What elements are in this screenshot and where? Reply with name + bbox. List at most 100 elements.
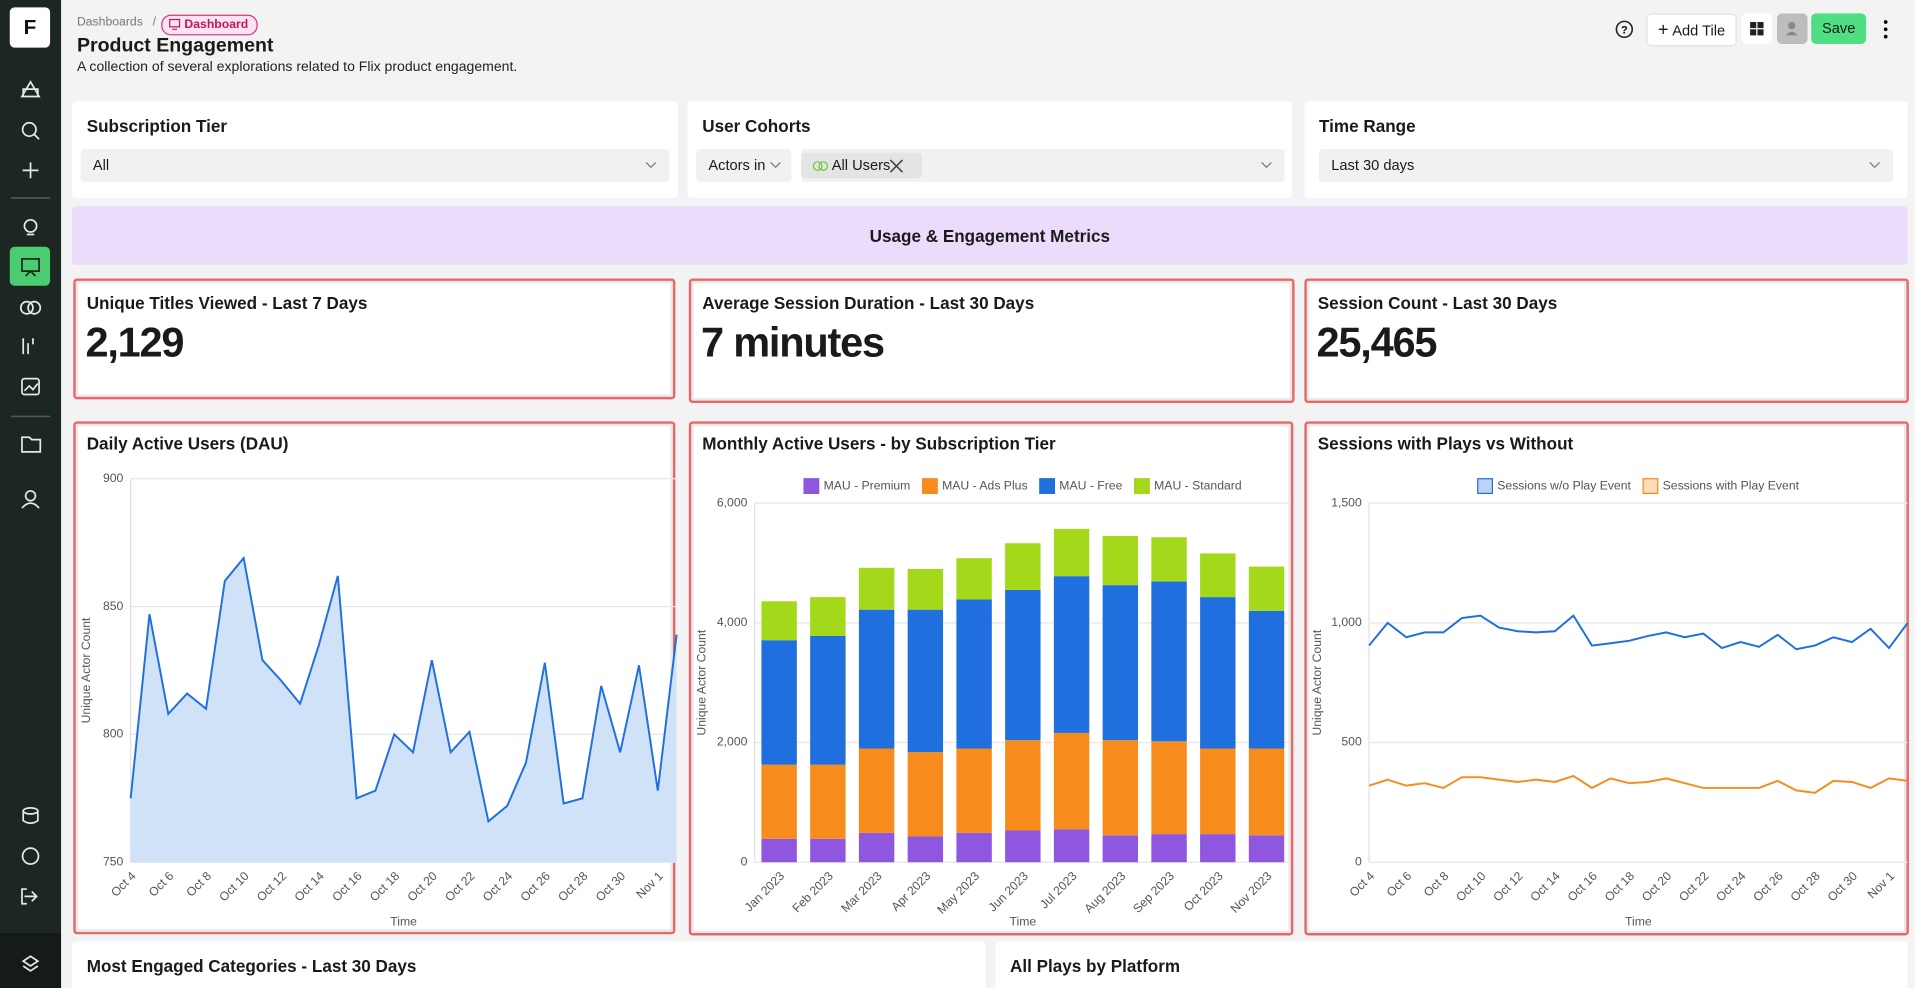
brand-icon — [21, 955, 40, 972]
kpi-title: Average Session Duration - Last 30 Days — [702, 293, 1035, 313]
kpi-value: 25,465 — [1316, 319, 1438, 367]
operator-select[interactable]: Actors in — [696, 148, 792, 182]
bar-segment — [761, 601, 797, 641]
x-tick-label: Nov 1 — [633, 869, 666, 902]
bar-segment — [1005, 830, 1041, 863]
kpi-value: 2,129 — [85, 319, 184, 367]
line — [1368, 614, 1909, 651]
y-tick-label: 1,500 — [1331, 495, 1362, 509]
y-tick-label: 2,000 — [717, 735, 748, 749]
bar-segment — [858, 567, 895, 610]
kpi-value: 7 minutes — [701, 319, 885, 367]
x-tick-label: Jun 2023 — [985, 869, 1031, 915]
sidebar-icons — [0, 80, 62, 988]
bar-segment — [1248, 566, 1285, 611]
x-tick-label: Oct 22 — [1676, 869, 1711, 904]
data-icon[interactable] — [22, 807, 39, 815]
save-label[interactable]: Save — [1821, 19, 1856, 37]
breadcrumb[interactable]: Dashboards / — [76, 15, 156, 30]
home-icon[interactable] — [20, 80, 41, 98]
layout-button[interactable] — [1741, 13, 1773, 44]
user-icon[interactable] — [24, 490, 37, 502]
cohort-icon[interactable] — [19, 300, 34, 315]
filter-label: Time Range — [1319, 116, 1416, 136]
x-tick-label: Oct 22 — [442, 869, 477, 904]
bar-segment — [956, 599, 992, 749]
tile-card: All Plays by Platform — [995, 941, 1908, 988]
chip-label[interactable]: All Users — [831, 156, 891, 174]
bar-segment — [1200, 748, 1236, 835]
y-tick-label: 900 — [103, 471, 124, 485]
save-button[interactable]: Save — [1811, 13, 1867, 44]
share-button[interactable] — [1776, 13, 1808, 44]
help-button[interactable]: ? — [1612, 17, 1636, 41]
x-tick-label: Oct 6 — [1384, 869, 1415, 900]
bar-segment — [1248, 610, 1285, 749]
x-tick-label: Oct 24 — [1713, 869, 1748, 904]
bar-segment — [1102, 740, 1139, 836]
x-tick-label: Oct 4 — [108, 869, 139, 900]
kpi-title: Session Count - Last 30 Days — [1317, 293, 1558, 313]
y-axis-label: Unique Actor Count — [694, 629, 708, 735]
filter-value[interactable]: Last 30 days — [1331, 156, 1415, 174]
bar-segment — [810, 636, 846, 765]
line — [1368, 774, 1908, 794]
logout-icon[interactable] — [21, 888, 38, 905]
logo[interactable]: F — [9, 7, 51, 48]
insight-icon[interactable] — [23, 218, 38, 233]
chart-card: 0 2,000 4,000 6,000 Jan 2023 Feb 2023 Mar 2023… — [688, 421, 1294, 936]
legend-swatch — [803, 478, 820, 494]
search-icon[interactable] — [21, 121, 37, 138]
bar-segment — [1053, 528, 1090, 577]
chart-card: 750 800 850 900 Oct 4 Oct 6 Oct 8 Oct 10 Oct 12 O… — [73, 421, 678, 935]
remove-chip[interactable] — [889, 159, 904, 174]
metrics-icon[interactable] — [22, 338, 34, 355]
chart-card: 0 500 1,000 1,500 Oct 4 Oct 6 Oct 8 Oct 10 Oct 1… — [1304, 421, 1909, 936]
filter-value[interactable]: All — [92, 156, 110, 174]
sidebar: F — [0, 0, 62, 988]
y-tick-label: 6,000 — [717, 495, 748, 509]
more-menu[interactable] — [1876, 17, 1896, 41]
x-tick-label: Oct 8 — [1421, 869, 1452, 900]
add-tile-label[interactable]: Add Tile — [1672, 21, 1726, 40]
bar-segment — [1005, 740, 1041, 831]
x-tick-label: Oct 28 — [1788, 869, 1823, 904]
x-tick-label: Apr 2023 — [888, 869, 933, 914]
x-tick-label: Oct 4 — [1347, 869, 1378, 900]
area — [130, 557, 677, 863]
add-tile-button[interactable]: + Add Tile — [1646, 13, 1737, 47]
operator-value[interactable]: Actors in — [708, 156, 766, 174]
add-icon[interactable] — [22, 162, 39, 179]
bar-segment — [1102, 835, 1139, 863]
breadcrumb-link[interactable]: Dashboards — [76, 15, 143, 30]
tile-title: All Plays by Platform — [1010, 956, 1181, 976]
x-tick-label: Jul 2023 — [1037, 869, 1080, 912]
bar-segment — [1200, 553, 1236, 598]
chart-title: Sessions with Plays vs Without — [1317, 433, 1574, 454]
y-axis-label: Unique Actor Count — [1310, 629, 1324, 735]
bar-segment — [1005, 589, 1041, 741]
bar-segment — [1151, 834, 1187, 863]
folder-icon[interactable] — [21, 436, 42, 453]
filter-select[interactable]: All — [80, 148, 670, 182]
x-tick-label: Oct 8 — [184, 869, 215, 900]
x-tick-label: Oct 16 — [329, 869, 364, 904]
svg-text:?: ? — [1621, 25, 1628, 37]
y-tick-label: 0 — [1355, 854, 1362, 868]
tile-card: Most Engaged Categories - Last 30 Days — [72, 941, 986, 988]
x-tick-label: Oct 16 — [1565, 869, 1600, 904]
chevron — [1261, 161, 1272, 169]
bar-segment — [1200, 834, 1236, 863]
help-icon[interactable] — [21, 847, 40, 865]
x-tick-label: Oct 6 — [146, 869, 177, 900]
chart-icon[interactable] — [21, 377, 40, 396]
x-tick-label: May 2023 — [934, 869, 982, 917]
bar-segment — [1102, 585, 1139, 741]
dashboard-nav-active[interactable] — [9, 246, 51, 286]
y-tick-label: 500 — [1341, 735, 1362, 749]
cohort-select[interactable]: All Users — [801, 148, 1285, 182]
filter-select[interactable]: Last 30 days — [1319, 148, 1894, 182]
filter-label: Subscription Tier — [86, 116, 228, 136]
chevron — [645, 161, 657, 169]
